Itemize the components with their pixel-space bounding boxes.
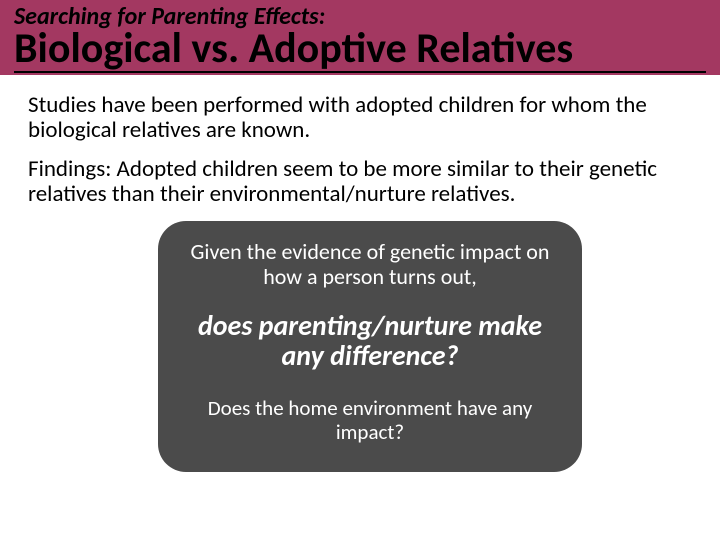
callout-box: Given the evidence of genetic impact on … xyxy=(158,221,582,473)
callout-question-sub: Does the home environment have any impac… xyxy=(188,396,552,444)
paragraph-2: Findings: Adopted children seem to be mo… xyxy=(28,157,692,207)
header-band: Searching for Parenting Effects: Biologi… xyxy=(0,0,720,81)
body-area: Studies have been performed with adopted… xyxy=(0,81,720,472)
callout-intro: Given the evidence of genetic impact on … xyxy=(188,239,552,290)
paragraph-1: Studies have been performed with adopted… xyxy=(28,93,692,143)
slide-title: Biological vs. Adoptive Relatives xyxy=(14,27,706,73)
callout-question-main: does parenting/nurture make any differen… xyxy=(188,311,552,370)
